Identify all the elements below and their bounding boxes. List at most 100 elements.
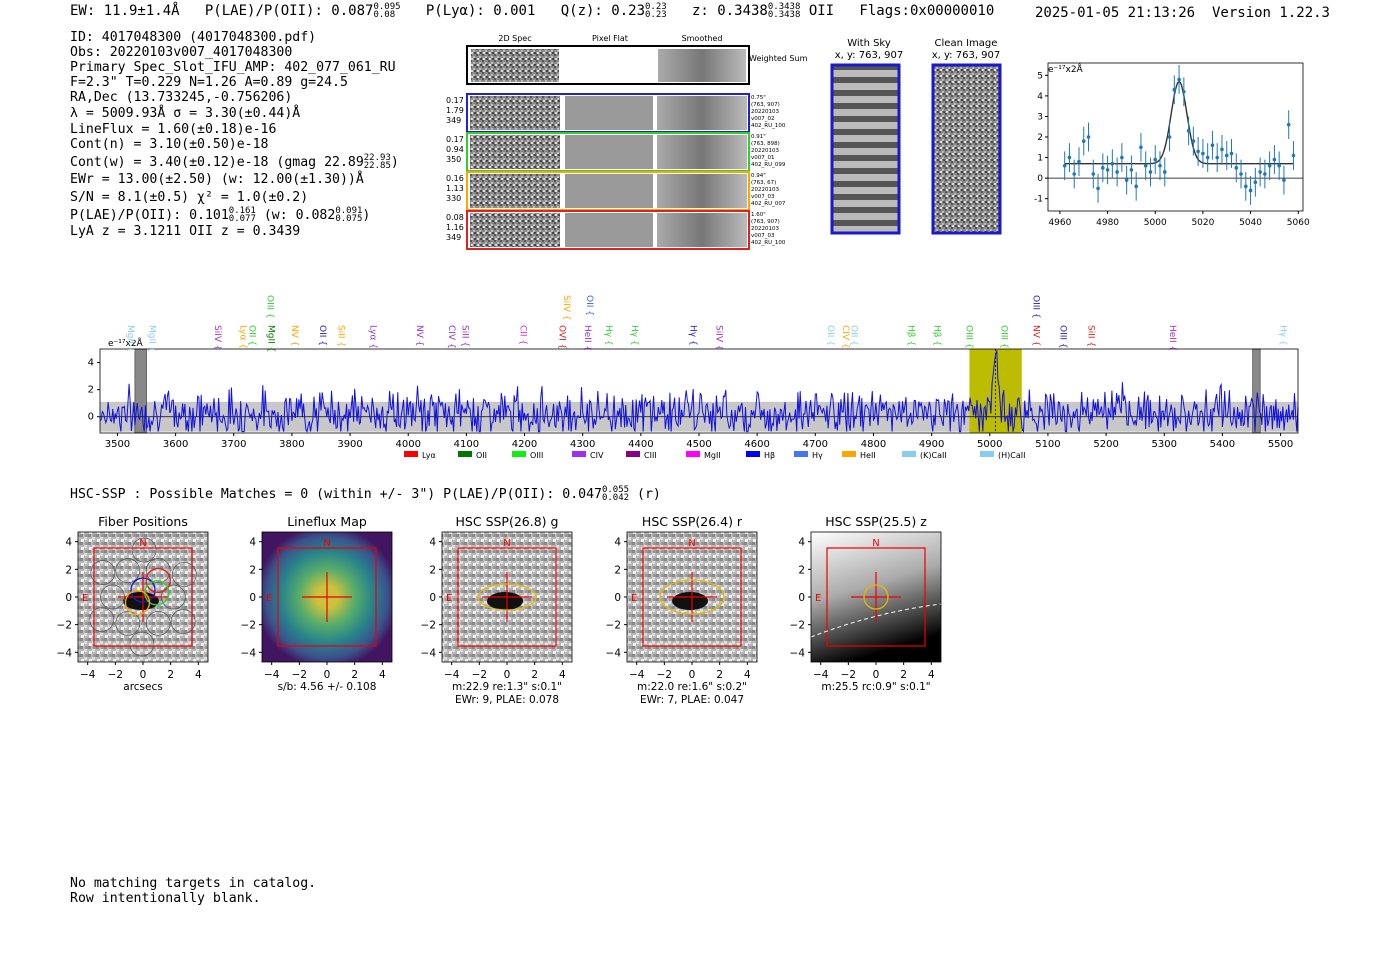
spec-legend-label: (K)CaII	[920, 451, 947, 460]
spec-xtick-label: 4500	[686, 439, 711, 450]
cutout-row-left-value: 0.17	[446, 96, 464, 105]
fit-data-point	[1124, 178, 1129, 182]
fit-ytick-label: 3	[1037, 112, 1043, 122]
spec-xtick-label: 4400	[628, 439, 653, 450]
hsc-panel-caption: m:22.0 re:1.6" s:0.2"	[637, 681, 747, 693]
with-sky-image	[830, 63, 901, 235]
hsc-xtick-label: 0	[504, 669, 511, 681]
hsc-ytick-label: −2	[421, 620, 436, 632]
compass-east: E	[82, 593, 88, 604]
spec-line-label: OIII {	[998, 325, 1008, 349]
hsc-ytick-label: 2	[798, 564, 805, 576]
hsc-xtick-label: 2	[716, 669, 723, 681]
hsc-source-blob	[672, 592, 708, 610]
spec-legend-swatch	[458, 451, 472, 457]
fiber-circle	[145, 610, 171, 636]
spec-xtick-label: 5200	[1093, 439, 1118, 450]
cutout-row-right-value: 0.91"	[751, 134, 766, 140]
spec-ytick-label: 2	[88, 385, 94, 396]
fit-data-point	[1167, 135, 1172, 139]
cutout-row-right-value: 402_RU_100	[751, 123, 786, 129]
cutout-row-right-value: 20220103	[751, 187, 779, 193]
qz-hi: 0.23	[645, 2, 667, 12]
spec-legend-label: Lyα	[422, 451, 436, 460]
info-lineflux: LineFlux = 1.60(±0.18)e-16	[70, 122, 277, 137]
hsc-xtick-label: −4	[444, 669, 460, 681]
cutout-row-right-value: 402_RU_007	[751, 201, 786, 207]
spec-line-label: MgII {	[146, 325, 156, 352]
cutout-row-right-value: 0.94"	[751, 173, 766, 179]
spec-chart-ylabel: e⁻¹⁷x2Å	[108, 337, 144, 349]
compass-north: N	[139, 538, 146, 549]
spec-line-label: MgII {	[125, 325, 135, 352]
hsc-ytick-label: 4	[429, 537, 436, 549]
cutout-row-left-value: 1.79	[446, 106, 464, 115]
spec-legend-swatch	[404, 451, 418, 457]
hsc-ytick-label: −4	[421, 647, 437, 659]
spec-line-label: OIII {	[1058, 325, 1068, 349]
spec-line-label: OII {	[825, 325, 835, 346]
cutout-2dspec	[470, 135, 560, 169]
col-label-2dspec: 2D Spec	[498, 34, 531, 43]
fit-data-point	[1186, 129, 1191, 133]
fit-data-point	[1210, 143, 1215, 148]
spec-legend-label: Hγ	[812, 451, 823, 460]
spec-line-label: NV {	[289, 325, 299, 346]
hsc-panel-caption: arcsecs	[123, 681, 162, 693]
hsc-xtick-label: −4	[264, 669, 280, 681]
fiber-circle	[115, 610, 141, 636]
hsc-xtick-label: 2	[900, 669, 907, 681]
fit-data-point	[1129, 168, 1134, 172]
fit-data-point	[1158, 163, 1162, 168]
hsc-ytick-label: −4	[241, 647, 257, 659]
fit-data-point	[1239, 172, 1243, 176]
spec-xtick-label: 4300	[570, 439, 595, 450]
fit-chart-ylabel: e⁻¹⁷x2Å	[1048, 63, 1084, 75]
catalog-note: No matching targets in catalog. Row inte…	[70, 876, 316, 906]
fit-data-point	[1182, 89, 1186, 94]
compass-north: N	[323, 538, 330, 549]
compass-east: E	[815, 593, 821, 604]
contw-hi: 22.93	[363, 153, 391, 163]
hsc-panel-title: HSC SSP(26.4) r	[642, 514, 743, 529]
hsc-ytick-label: −4	[790, 647, 806, 659]
spec-line-label: Lyα {	[367, 325, 377, 349]
info-sn: S/N = 8.1(±0.5) χ² = 1.0(±0.2)	[70, 190, 309, 205]
spec-xtick-label: 4100	[454, 439, 479, 450]
hsc-xtick-label: −2	[657, 669, 672, 681]
spec-line-label: CIV {	[840, 325, 850, 349]
fiber-circle	[131, 537, 157, 563]
cutout-row-right-value: 402_RU_100	[751, 240, 786, 246]
z-lo: 0.3438	[767, 10, 801, 20]
spec-line-label: CIV {	[446, 325, 456, 349]
spec-xtick-label: 4700	[803, 439, 828, 450]
hsc-xtick-label: 2	[167, 669, 174, 681]
fit-data-point	[1143, 163, 1148, 168]
hsc-panels: Fiber Positions N E 4 2 0 −2 −4 −4 −2 0 2 4 arcsecs Li…	[57, 514, 942, 706]
fit-data-point	[1172, 87, 1177, 92]
spec-legend-swatch	[746, 451, 760, 457]
hsc-aperture-box	[457, 547, 557, 647]
fit-data-point	[1291, 153, 1296, 158]
hsc-xtick-label: 0	[689, 669, 696, 681]
spec-line-label: CII {	[517, 325, 527, 345]
hsc-xtick-label: −4	[629, 669, 645, 681]
plae-w-lo: 0.075	[335, 214, 363, 224]
hsc-xtick-label: −2	[292, 669, 307, 681]
info-contw: Cont(w) = 3.40(±0.12)e-18 (gmag 22.89 22.…	[70, 153, 399, 171]
info-plae: P(LAE)/P(OII): 0.101 0.161 0.077 (w: 0.082…	[70, 206, 371, 224]
fit-data-point	[1201, 151, 1205, 156]
fit-data-point	[1096, 186, 1100, 191]
fiber-circle	[171, 562, 197, 587]
hsc-ytick-label: 4	[798, 537, 805, 549]
fiber-circle-highlight	[124, 589, 151, 616]
fit-ytick-label: 2	[1037, 133, 1043, 143]
plae-w-hi: 0.091	[335, 206, 363, 216]
spec-line-label: Lyα {	[238, 325, 248, 349]
hsc-summary-text: HSC-SSP : Possible Matches = 0 (within +…	[70, 487, 602, 502]
cutout-2dspec	[470, 213, 560, 247]
fit-ytick-label: 0	[1037, 174, 1043, 184]
cutout-row-left-value: 0.17	[446, 135, 464, 144]
cutout-row-right-value: 402_RU_099	[751, 162, 786, 168]
fiber-circle	[100, 584, 125, 610]
